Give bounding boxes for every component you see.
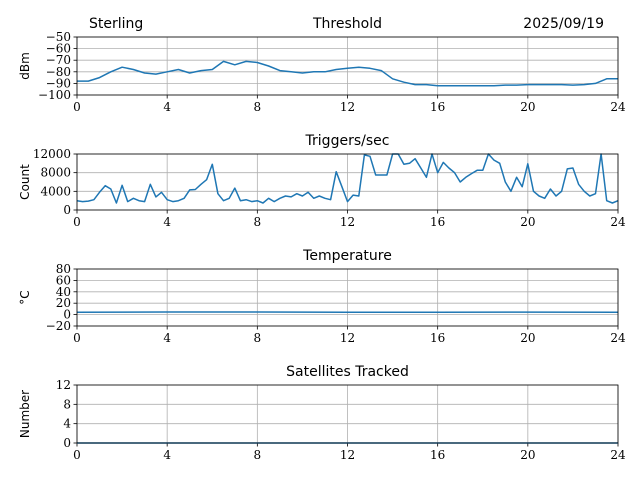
x-tick-label: 12 [340, 448, 355, 462]
plot-frame [76, 268, 619, 327]
station-label: Sterling [89, 16, 143, 32]
y-tick-label: 4 [63, 417, 71, 431]
y-axis-label: Number [18, 390, 32, 438]
x-tick-label: 0 [73, 331, 81, 345]
x-tick-label: 0 [73, 100, 81, 114]
x-tick-label: 8 [254, 331, 262, 345]
panel-1: 0 4 8 12 16 20 24 0 4000 8000 12000 Triggers/sec Cou… [18, 133, 626, 229]
plot-frame [76, 36, 619, 96]
y-tick-label: 0 [63, 436, 71, 450]
y-tick-label: 0 [63, 203, 71, 217]
x-tick-label: 20 [520, 100, 535, 114]
panel-title: Temperature [302, 248, 392, 264]
x-tick-label: 4 [163, 448, 171, 462]
panel-0: 0 4 8 12 16 20 24 −100−90−80−70−60−50 Threshold d… [18, 16, 626, 114]
y-axis-label: Count [18, 164, 32, 200]
panel-title: Satellites Tracked [286, 364, 409, 380]
x-tick-label: 8 [254, 100, 262, 114]
panel-title: Threshold [312, 16, 382, 32]
panel-3: 0 4 8 12 16 20 24 0 4 8 12 Satellites Tracked Number [18, 364, 626, 462]
y-tick-label: −20 [46, 319, 71, 333]
y-tick-label: 60 [56, 273, 71, 287]
x-tick-label: 12 [340, 331, 355, 345]
y-tick-label: −90 [46, 76, 71, 90]
y-tick-label: 4000 [40, 184, 71, 198]
x-tick-label: 16 [430, 100, 445, 114]
x-tick-label: 8 [254, 215, 262, 229]
plot-frame [76, 153, 619, 211]
x-tick-label: 20 [520, 448, 535, 462]
y-axis-label: °C [18, 290, 32, 304]
series-line [77, 60, 618, 87]
y-tick-label: −100 [38, 88, 71, 102]
x-tick-label: 4 [163, 215, 171, 229]
y-tick-label: 80 [56, 262, 71, 276]
x-tick-label: 20 [520, 331, 535, 345]
x-tick-label: 0 [73, 215, 81, 229]
y-tick-label: 8 [63, 397, 71, 411]
x-tick-label: 8 [254, 448, 262, 462]
x-tick-label: 12 [340, 215, 355, 229]
x-tick-label: 16 [430, 215, 445, 229]
y-tick-label: −50 [46, 30, 71, 44]
x-tick-label: 4 [163, 331, 171, 345]
x-tick-label: 24 [610, 215, 626, 229]
x-tick-label: 4 [163, 100, 171, 114]
date-label: 2025/09/19 [523, 16, 604, 32]
x-tick-label: 12 [340, 100, 355, 114]
panel-title: Triggers/sec [305, 133, 390, 149]
x-tick-label: 24 [610, 448, 626, 462]
x-tick-label: 24 [610, 100, 626, 114]
y-tick-label: −80 [46, 65, 71, 79]
y-tick-label: −60 [46, 42, 71, 56]
y-tick-label: 12000 [33, 147, 71, 161]
y-axis-label: dBm [18, 52, 32, 80]
y-tick-label: 20 [56, 296, 71, 310]
x-tick-label: 20 [520, 215, 535, 229]
y-tick-label: −70 [46, 53, 71, 67]
series-line [76, 153, 619, 204]
x-tick-label: 16 [430, 448, 445, 462]
y-tick-label: 40 [56, 285, 71, 299]
x-tick-label: 16 [430, 331, 445, 345]
y-tick-label: 0 [63, 308, 71, 322]
plot-frame [76, 384, 619, 444]
x-tick-label: 0 [73, 448, 81, 462]
x-tick-label: 24 [610, 331, 626, 345]
y-tick-label: 8000 [40, 166, 71, 180]
y-tick-label: 12 [56, 378, 71, 392]
